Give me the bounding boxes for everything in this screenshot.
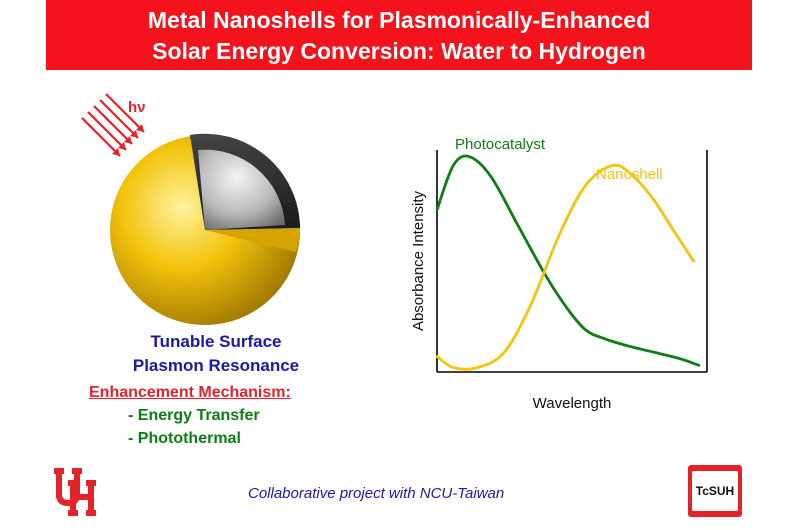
y-axis-label: Absorbance Intensity <box>410 190 427 331</box>
plasmon-caption: Tunable Surface Plasmon Resonance <box>86 330 346 378</box>
caption-line-1: Tunable Surface <box>150 332 282 351</box>
series-line-photocatalyst <box>435 154 701 367</box>
uh-logo-icon <box>54 468 96 516</box>
tcsuh-logo-text: TcSUH <box>692 471 738 511</box>
chart-frame <box>436 150 708 373</box>
series-line-nanoshell <box>435 163 695 371</box>
mechanism-title: Enhancement Mechanism: <box>89 384 291 401</box>
shell-cut-face <box>205 228 300 252</box>
nanoshell-illustration: hν <box>81 93 300 325</box>
x-axis-label: Wavelength <box>533 395 612 412</box>
collaboration-note: Collaborative project with NCU-Taiwan <box>248 485 505 502</box>
chart-series <box>435 154 701 371</box>
tcsuh-logo-icon: TcSUH <box>688 465 742 517</box>
title-line-2: Solar Energy Conversion: Water to Hydrog… <box>152 38 646 64</box>
caption-line-2: Plasmon Resonance <box>132 356 300 375</box>
silica-core <box>198 149 285 230</box>
light-label: hν <box>128 99 146 116</box>
title-banner: Metal Nanoshells for Plasmonically-Enhan… <box>46 0 752 70</box>
light-rays <box>81 93 145 157</box>
light-arrowheads <box>112 124 144 156</box>
absorbance-chart: Photocatalyst Nanoshell Wavelength Absorban… <box>410 136 708 412</box>
mechanism-item-energy-transfer: - Energy Transfer <box>128 407 260 424</box>
chart-labels: Photocatalyst Nanoshell Wavelength Absorban… <box>410 136 663 412</box>
series-label-photocatalyst: Photocatalyst <box>455 136 546 153</box>
title-line-1: Metal Nanoshells for Plasmonically-Enhan… <box>147 7 651 33</box>
mechanism-item-photothermal: - Photothermal <box>128 430 241 447</box>
series-label-nanoshell: Nanoshell <box>596 166 663 183</box>
